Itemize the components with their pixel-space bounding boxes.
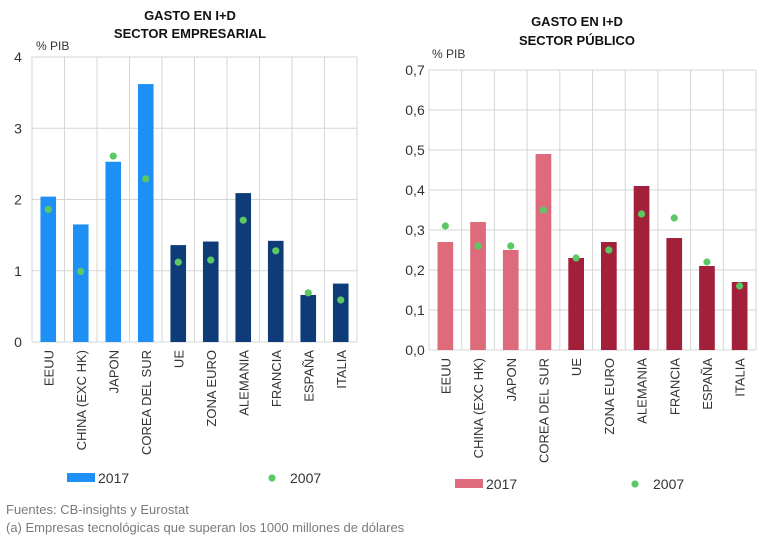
- point-2007: [337, 296, 345, 304]
- bar-2017: [332, 283, 349, 342]
- point-2007: [670, 214, 678, 222]
- bar-2017: [105, 161, 122, 342]
- x-category-label: CHINA (EXC HK): [471, 358, 486, 458]
- chart-title-line: GASTO EN I+D: [144, 8, 236, 23]
- legend-label-2007: 2007: [653, 476, 684, 492]
- x-category-label: UE: [171, 350, 186, 368]
- footer-note: (a) Empresas tecnológicas que superan lo…: [6, 520, 405, 535]
- x-category-label: ALEMANIA: [635, 358, 650, 424]
- point-2007: [572, 254, 580, 262]
- point-2007: [77, 267, 85, 276]
- legend-swatch-2017: [455, 479, 483, 488]
- bar-2017: [137, 84, 154, 342]
- bar-2017: [235, 193, 252, 342]
- x-category-label: CHINA (EXC HK): [74, 350, 89, 450]
- x-category-label: FRANCIA: [269, 350, 284, 407]
- point-2007: [304, 289, 312, 297]
- x-category-label: JAPON: [504, 358, 519, 401]
- x-category-label: ESPAÑA: [301, 350, 316, 402]
- x-category-label: FRANCIA: [667, 358, 682, 415]
- y-axis-unit: % PIB: [36, 39, 69, 53]
- bar-2017: [437, 242, 454, 350]
- point-2007: [142, 175, 150, 183]
- bar-2017: [731, 282, 748, 350]
- legend-label-2017: 2017: [486, 476, 517, 492]
- point-2007: [605, 246, 613, 254]
- x-category-label: ZONA EURO: [204, 350, 219, 427]
- bar-2017: [170, 245, 187, 342]
- y-tick-label: 0,2: [405, 262, 425, 278]
- point-2007: [507, 242, 515, 250]
- bar-2017: [568, 258, 584, 350]
- point-2007: [207, 256, 215, 264]
- y-tick-label: 0,4: [405, 182, 425, 198]
- point-2007: [272, 247, 280, 255]
- bar-2017: [535, 154, 552, 350]
- y-tick-label: 0,6: [405, 102, 425, 118]
- x-category-label: EEUU: [438, 358, 453, 394]
- y-tick-label: 0,7: [405, 62, 425, 78]
- x-category-label: ALEMANIA: [236, 350, 251, 416]
- y-tick-label: 0,1: [405, 302, 425, 318]
- bar-2017: [502, 250, 519, 350]
- point-2007: [474, 242, 482, 250]
- bar-2017: [202, 241, 219, 342]
- bar-2017: [633, 186, 650, 350]
- bar-2017: [72, 224, 89, 342]
- chart-business-rd: GASTO EN I+D SECTOR EMPRESARIAL % PIB 0 1 2 3 4…: [14, 8, 358, 486]
- legend-label-2017: 2017: [98, 470, 129, 486]
- y-tick-label: 3: [14, 120, 22, 136]
- chart-title-line: SECTOR EMPRESARIAL: [114, 26, 266, 41]
- x-category-label: ESPAÑA: [700, 358, 715, 410]
- bar-2017: [300, 294, 317, 342]
- y-tick-label: 0,3: [405, 222, 425, 238]
- bar-2017: [666, 238, 683, 350]
- x-category-label: EEUU: [41, 350, 56, 386]
- bar-2017: [699, 266, 715, 350]
- y-tick-label: 0: [14, 334, 22, 350]
- chart-public-rd: GASTO EN I+D SECTOR PÚBLICO % PIB 0,0 0,1 0,2…: [405, 14, 757, 492]
- legend-swatch-2007: [268, 474, 276, 482]
- bar-2017: [40, 196, 57, 342]
- bar-2017: [601, 242, 617, 350]
- point-2007: [703, 258, 711, 266]
- point-2007: [44, 205, 52, 214]
- point-2007: [637, 210, 646, 218]
- y-tick-label: 0,5: [405, 142, 425, 158]
- point-2007: [109, 152, 117, 160]
- x-category-label: ZONA EURO: [602, 358, 617, 435]
- point-2007: [441, 222, 449, 230]
- x-category-label: ITALIA: [334, 350, 349, 389]
- y-tick-label: 0,0: [405, 342, 425, 358]
- y-tick-label: 2: [14, 192, 22, 208]
- legend-swatch-2007: [631, 480, 639, 488]
- x-category-label: COREA DEL SUR: [536, 358, 551, 463]
- grid-lines: [31, 56, 358, 343]
- y-tick-label: 1: [14, 263, 22, 279]
- chart-title-line: GASTO EN I+D: [531, 14, 623, 29]
- point-2007: [239, 216, 247, 224]
- legend-label-2007: 2007: [290, 470, 321, 486]
- x-category-label: ITALIA: [733, 358, 748, 397]
- x-category-label: UE: [569, 358, 584, 376]
- x-category-label: JAPON: [106, 350, 121, 393]
- point-2007: [736, 282, 744, 290]
- chart-title-line: SECTOR PÚBLICO: [519, 33, 635, 48]
- bar-2017: [267, 240, 284, 342]
- grid-lines: [428, 69, 757, 351]
- point-2007: [539, 206, 548, 214]
- legend-swatch-2017: [67, 473, 95, 482]
- footer-sources: Fuentes: CB-insights y Eurostat: [6, 502, 189, 517]
- x-category-label: COREA DEL SUR: [139, 350, 154, 455]
- y-axis-unit: % PIB: [432, 47, 465, 61]
- y-tick-label: 4: [14, 49, 22, 65]
- bar-2017: [470, 222, 486, 350]
- point-2007: [174, 258, 182, 266]
